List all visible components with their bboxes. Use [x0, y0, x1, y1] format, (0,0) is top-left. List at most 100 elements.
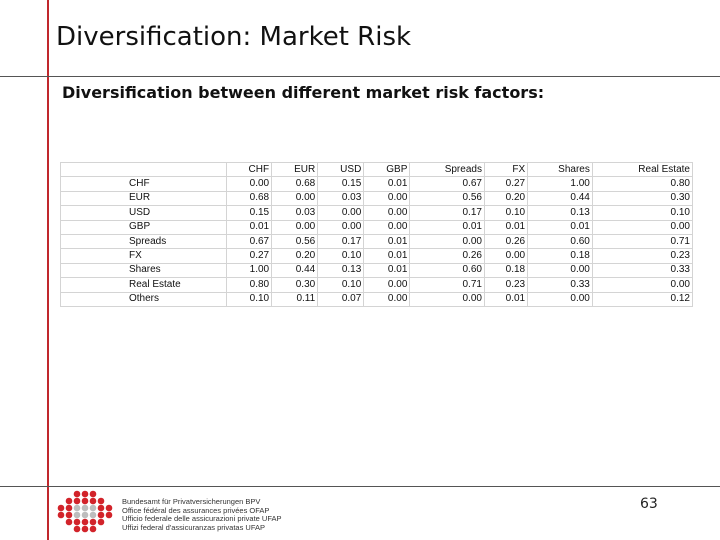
- cell: 0.01: [483, 219, 529, 235]
- cell: 0.33: [591, 262, 694, 279]
- cell: 0.56: [271, 233, 319, 250]
- divider: [0, 76, 720, 77]
- table-row: Real Estate 0.80 0.30 0.10 0.00 0.71 0.23 0.33 0…: [60, 277, 694, 293]
- cell: 0.13: [317, 262, 365, 279]
- row-label: Others: [60, 291, 227, 307]
- cell: 0.00: [527, 262, 593, 279]
- cell: 0.30: [271, 277, 319, 293]
- cell: 0.01: [225, 219, 273, 235]
- logo-dot: [89, 518, 97, 526]
- cell: 0.33: [527, 277, 593, 293]
- cell: 0.27: [483, 176, 529, 192]
- logo-dot: [97, 497, 105, 505]
- logo-dot: [65, 497, 73, 505]
- cell: 0.10: [225, 291, 273, 307]
- cell: 0.01: [363, 262, 411, 279]
- column-header: Spreads: [409, 161, 485, 178]
- accent-line: [47, 0, 49, 540]
- row-label: EUR: [60, 190, 227, 207]
- logo-dot: [97, 511, 105, 519]
- logo-dot: [81, 497, 89, 505]
- column-header: GBP: [363, 161, 411, 178]
- table-row: EUR 0.68 0.00 0.03 0.00 0.56 0.20 0.44 0.30: [60, 190, 694, 207]
- table-row: Spreads 0.67 0.56 0.17 0.01 0.00 0.26 0.60 0.71: [60, 233, 694, 250]
- cell: 0.00: [363, 277, 411, 293]
- cell: 0.44: [271, 262, 319, 279]
- cell: 0.00: [225, 176, 273, 192]
- cell: 0.00: [363, 205, 411, 221]
- cell: 1.00: [225, 262, 273, 279]
- cell: 0.71: [409, 277, 485, 293]
- cell: 0.15: [225, 205, 273, 221]
- cell: 0.13: [527, 205, 593, 221]
- cell: 0.00: [409, 233, 485, 250]
- divider: [0, 486, 720, 487]
- logo-dot: [89, 525, 97, 533]
- logo-dot: [73, 490, 81, 498]
- cell: 0.26: [483, 233, 529, 250]
- cell: 0.07: [317, 291, 365, 307]
- table-row: CHF 0.00 0.68 0.15 0.01 0.67 0.27 1.00 0.80: [60, 176, 694, 192]
- cell: 0.00: [317, 219, 365, 235]
- logo-text: Bundesamt für Privatversicherungen BPV Of…: [122, 497, 282, 532]
- cell: 0.01: [363, 176, 411, 192]
- cell: 0.10: [483, 205, 529, 221]
- cell: 0.00: [271, 219, 319, 235]
- logo-dot: [73, 504, 81, 512]
- cell: 0.44: [527, 190, 593, 207]
- logo-dot: [89, 511, 97, 519]
- column-header: CHF: [225, 161, 273, 178]
- logo-dot: [89, 497, 97, 505]
- cell: 0.00: [363, 291, 411, 307]
- cell: 0.23: [591, 248, 694, 264]
- logo: [57, 490, 113, 533]
- logo-dot: [65, 511, 73, 519]
- cell: 0.60: [409, 262, 485, 279]
- cell: 0.80: [591, 176, 694, 192]
- row-label: FX: [60, 248, 227, 264]
- cell: 0.18: [483, 262, 529, 279]
- logo-line: Bundesamt für Privatversicherungen BPV: [122, 497, 261, 506]
- cell: 0.68: [225, 190, 273, 207]
- logo-dot: [73, 511, 81, 519]
- logo-line: Office fédéral des assurances privées OF…: [122, 505, 270, 515]
- subtitle: Diversification between different market…: [62, 83, 545, 102]
- cell: 0.20: [271, 248, 319, 264]
- cell: 0.71: [591, 233, 694, 250]
- logo-dot: [81, 490, 89, 498]
- logo-dot: [81, 518, 89, 526]
- cell: 0.23: [483, 277, 529, 293]
- column-header: EUR: [271, 161, 319, 178]
- cell: 0.00: [409, 291, 485, 307]
- logo-dot: [73, 497, 81, 505]
- logo-dot: [97, 504, 105, 512]
- cell: 0.03: [317, 190, 365, 207]
- page-number: 63: [640, 496, 658, 512]
- cell: 0.10: [317, 277, 365, 293]
- cell: 0.67: [225, 233, 273, 250]
- logo-dot: [65, 504, 73, 512]
- corner-cell: [60, 161, 227, 178]
- logo-dot: [73, 518, 81, 526]
- logo-dot: [73, 525, 81, 533]
- cell: 0.10: [591, 205, 694, 221]
- logo-line: Uffizi federal d'assicuranzas privatas U…: [122, 522, 266, 532]
- column-header: Real Estate: [591, 161, 694, 178]
- cell: 0.03: [271, 205, 319, 221]
- cell: 0.01: [409, 219, 485, 235]
- cell: 0.00: [363, 219, 411, 235]
- row-label: Spreads: [60, 233, 227, 250]
- logo-dot: [97, 518, 105, 526]
- logo-dot: [105, 511, 113, 519]
- slide-title: Diversification: Market Risk: [56, 22, 412, 52]
- cell: 0.68: [271, 176, 319, 192]
- cell: 0.01: [527, 219, 593, 235]
- cell: 0.00: [363, 190, 411, 207]
- cell: 0.17: [409, 205, 485, 221]
- cell: 0.10: [317, 248, 365, 264]
- row-label: Shares: [60, 262, 227, 279]
- cell: 0.11: [271, 291, 319, 307]
- table-row: Shares 1.00 0.44 0.13 0.01 0.60 0.18 0.00 0.33: [60, 262, 694, 279]
- cell: 0.00: [271, 190, 319, 207]
